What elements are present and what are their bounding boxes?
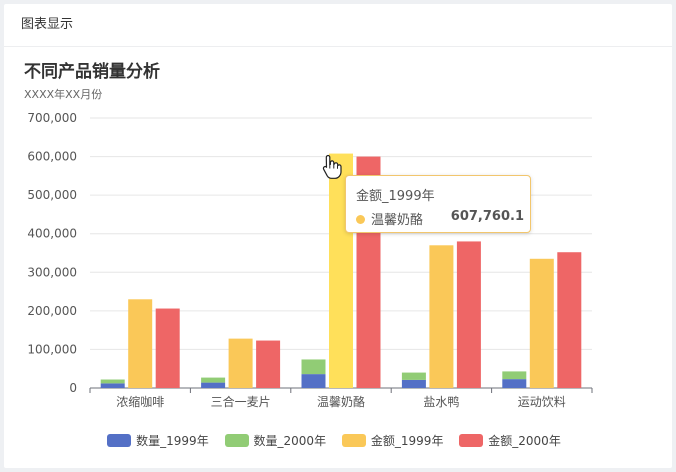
y-tick-label: 300,000 [27,265,77,279]
y-tick-label: 500,000 [27,188,77,202]
tooltip-label: 温馨奶酪 [371,213,424,228]
bar-数量_1999年 [301,374,326,388]
y-tick-label: 700,000 [27,111,77,125]
y-tick-label: 400,000 [27,227,77,241]
tooltip-series-dot [356,215,365,224]
x-tick-label: 温馨奶酪 [317,394,365,409]
bar-数量_2000年 [201,377,226,383]
chart-title: 不同产品销量分析 [24,62,160,82]
bar-金额_2000年 [155,308,180,388]
legend-item-amount-1999[interactable]: 金额_1999年 [341,432,444,449]
legend-swatch [459,434,484,447]
bar-数量_1999年 [100,383,125,388]
legend-item-qty-1999[interactable]: 数量_1999年 [107,432,209,449]
legend-item-qty-2000[interactable]: 数量_2000年 [224,432,327,449]
x-tick-label: 盐水鸭 [423,395,459,409]
bar-金额_2000年 [456,241,481,388]
x-tick-label: 运动饮料 [518,395,566,409]
x-tick-label: 浓缩咖啡 [116,394,164,409]
legend-label: 金额_1999年 [370,434,444,448]
bar-金额_1999年 [228,338,253,388]
bar-数量_2000年 [301,359,326,375]
hand-pointer-icon [322,154,342,179]
y-tick-label: 0 [69,381,77,395]
legend-label: 数量_2000年 [253,434,327,448]
chart-legend: 数量_1999年 数量_2000年 金额_1999年 金额_2000年 [0,432,668,449]
bar-金额_1999年 [529,258,554,388]
legend-label: 金额_2000年 [488,434,561,448]
tooltip-title: 金额_1999年 [356,189,435,204]
legend-label: 数量_1999年 [136,434,209,448]
bar-数量_1999年 [502,379,527,388]
tooltip-row: 温馨奶酪 607,760.1 [356,209,524,228]
chart-tooltip: 金额_1999年 温馨奶酪 607,760.1 [345,175,531,233]
bar-数量_2000年 [502,371,527,380]
bar-数量_2000年 [401,372,426,380]
chart-subtitle: XXXX年XX月份 [24,88,103,101]
x-tick-label: 三合一麦片 [211,394,271,409]
legend-swatch [107,434,132,447]
bar-金额_2000年 [256,340,281,388]
y-tick-label: 200,000 [27,304,77,318]
bar-金额_2000年 [557,252,582,388]
legend-swatch [224,434,249,447]
tooltip-value: 607,760.1 [450,209,524,224]
y-tick-label: 600,000 [27,150,77,164]
legend-item-amount-2000[interactable]: 金额_2000年 [459,432,561,449]
legend-swatch [341,434,366,447]
bar-数量_2000年 [100,379,125,384]
panel-header: 图表显示 [4,4,672,47]
bar-金额_1999年 [128,299,153,388]
bar-数量_1999年 [201,382,226,388]
y-tick-label: 100,000 [27,342,77,356]
bar-数量_1999年 [401,379,426,388]
bar-金额_1999年 [429,245,454,388]
